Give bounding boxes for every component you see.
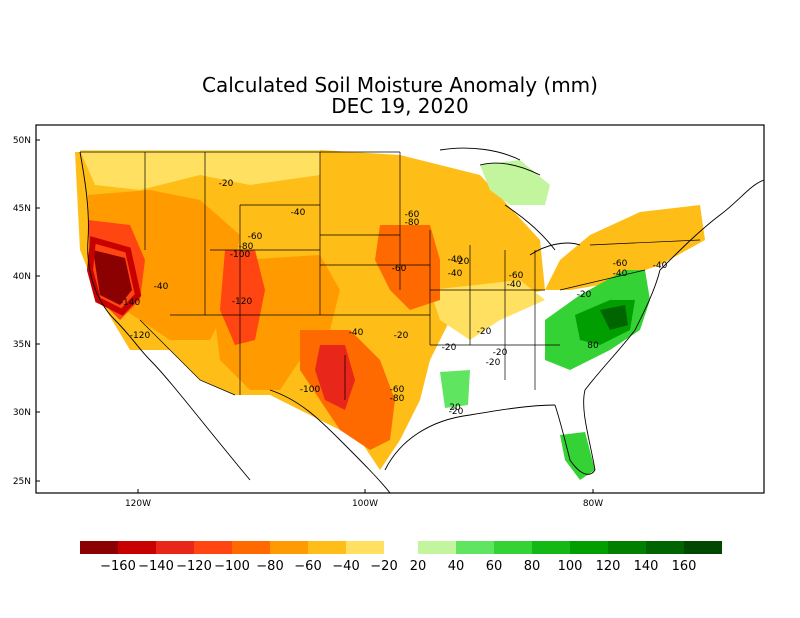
colorbar-label: −60	[294, 559, 321, 574]
colorbar-swatch-positive	[532, 541, 570, 554]
contour-labels: -20 -40 -60 -60 -80 -100 -140 -40 -120 -…	[120, 179, 668, 417]
contour-label: -20	[577, 290, 592, 300]
lat-tick-label: 35N	[13, 340, 31, 350]
contour-label: -120	[130, 331, 151, 341]
colorbar-swatch-positive	[570, 541, 608, 554]
colorbar: −160 −140 −120 −100 −80 −60 −40 −20 20 40 60 80 100 1…	[80, 541, 722, 574]
lat-tick-label: 45N	[13, 204, 31, 214]
contour-label: -20	[455, 257, 470, 267]
lat-tick-label: 40N	[13, 272, 31, 282]
colorbar-label: −100	[214, 559, 250, 574]
colorbar-swatch-negative	[156, 541, 194, 554]
colorbar-label: 140	[634, 559, 659, 574]
contour-label: -60	[392, 264, 407, 274]
colorbar-label: −40	[332, 559, 359, 574]
colorbar-label: 40	[448, 559, 465, 574]
colorbar-label: 120	[596, 559, 621, 574]
contour-label: -40	[448, 269, 463, 279]
wet-region-mississippi	[440, 370, 470, 408]
contour-label: -40	[653, 261, 668, 271]
contour-label: -40	[613, 269, 628, 279]
colorbar-swatch-positive	[494, 541, 532, 554]
contour-label: -20	[493, 348, 508, 358]
anomaly-fill-layer	[36, 125, 764, 493]
colorbar-label: −160	[100, 559, 136, 574]
dry-rim-north	[80, 150, 320, 190]
contour-label: -60	[248, 232, 263, 242]
colorbar-swatch-negative	[194, 541, 232, 554]
map-frame	[35, 124, 765, 494]
colorbar-swatch-negative	[346, 541, 384, 554]
contour-label: -80	[405, 218, 420, 228]
contour-label: -20	[394, 331, 409, 341]
colorbar-label: −140	[138, 559, 174, 574]
lat-tick-label: 30N	[13, 408, 31, 418]
coastlines	[79, 147, 765, 494]
axis-ticks: 50N 45N 40N 35N 30N 25N 120W 100W 80W	[13, 136, 603, 509]
dry-region-northeast	[545, 205, 705, 290]
colorbar-label: −120	[176, 559, 212, 574]
wet-core-inner	[600, 305, 628, 330]
lon-tick-label: 100W	[352, 499, 378, 509]
colorbar-swatch-negative	[80, 541, 118, 554]
colorbar-swatch-positive	[684, 541, 722, 554]
contour-label: -60	[509, 271, 524, 281]
colorbar-swatch-negative	[232, 541, 270, 554]
colorbar-label: 160	[672, 559, 697, 574]
map-title: Calculated Soil Moisture Anomaly (mm)	[202, 73, 598, 97]
colorbar-label: 60	[486, 559, 503, 574]
contour-label: -20	[477, 327, 492, 337]
contour-label: -60	[405, 210, 420, 220]
colorbar-swatch-positive	[456, 541, 494, 554]
contour-label: -40	[154, 282, 169, 292]
wet-region-florida	[560, 432, 595, 480]
colorbar-label: −20	[370, 559, 397, 574]
lat-tick-label: 25N	[13, 477, 31, 487]
contour-label: -40	[448, 255, 463, 265]
contour-label: -40	[507, 280, 522, 290]
colorbar-label: 80	[524, 559, 541, 574]
contour-label: 20	[449, 403, 461, 413]
contour-label: -40	[291, 208, 306, 218]
contour-label: -80	[239, 242, 254, 252]
colorbar-label: 100	[558, 559, 583, 574]
contour-label: 80	[587, 341, 599, 351]
colorbar-swatch-negative	[118, 541, 156, 554]
colorbar-swatch-positive	[646, 541, 684, 554]
contour-label: -20	[219, 179, 234, 189]
dry-rim-midwest	[430, 280, 545, 340]
lon-tick-label: 80W	[583, 499, 603, 509]
contour-label: -140	[120, 298, 141, 308]
contour-label: -120	[232, 297, 253, 307]
dry-core-extreme	[93, 250, 132, 305]
contour-label: -20	[449, 407, 464, 417]
contour-label: -20	[486, 358, 501, 368]
colorbar-label: 20	[410, 559, 427, 574]
contour-label: -20	[442, 343, 457, 353]
contour-label: -60	[613, 259, 628, 269]
lat-tick-label: 50N	[13, 136, 31, 146]
lon-tick-label: 120W	[125, 499, 151, 509]
contour-label: -40	[349, 328, 364, 338]
contour-label: -100	[300, 385, 321, 395]
contour-label: -100	[230, 250, 251, 260]
contour-label: -60	[390, 385, 405, 395]
dry-core-nevada	[220, 250, 265, 345]
colorbar-swatch-positive	[608, 541, 646, 554]
colorbar-swatch-negative	[308, 541, 346, 554]
colorbar-label: −80	[256, 559, 283, 574]
map-date: DEC 19, 2020	[331, 94, 469, 118]
dry-core-plains	[375, 225, 440, 310]
state-borders	[80, 151, 701, 400]
colorbar-swatch-negative	[270, 541, 308, 554]
contour-label: -80	[390, 394, 405, 404]
colorbar-swatch-positive	[418, 541, 456, 554]
